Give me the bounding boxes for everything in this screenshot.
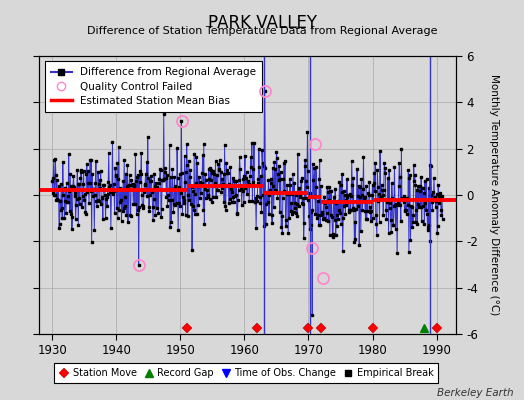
Text: PARK VALLEY: PARK VALLEY [208,14,316,32]
Text: Difference of Station Temperature Data from Regional Average: Difference of Station Temperature Data f… [87,26,437,36]
Y-axis label: Monthly Temperature Anomaly Difference (°C): Monthly Temperature Anomaly Difference (… [489,74,499,316]
Legend: Difference from Regional Average, Quality Control Failed, Estimated Station Mean: Difference from Regional Average, Qualit… [45,61,262,112]
Legend: Station Move, Record Gap, Time of Obs. Change, Empirical Break: Station Move, Record Gap, Time of Obs. C… [54,363,438,383]
Text: Berkeley Earth: Berkeley Earth [437,388,514,398]
